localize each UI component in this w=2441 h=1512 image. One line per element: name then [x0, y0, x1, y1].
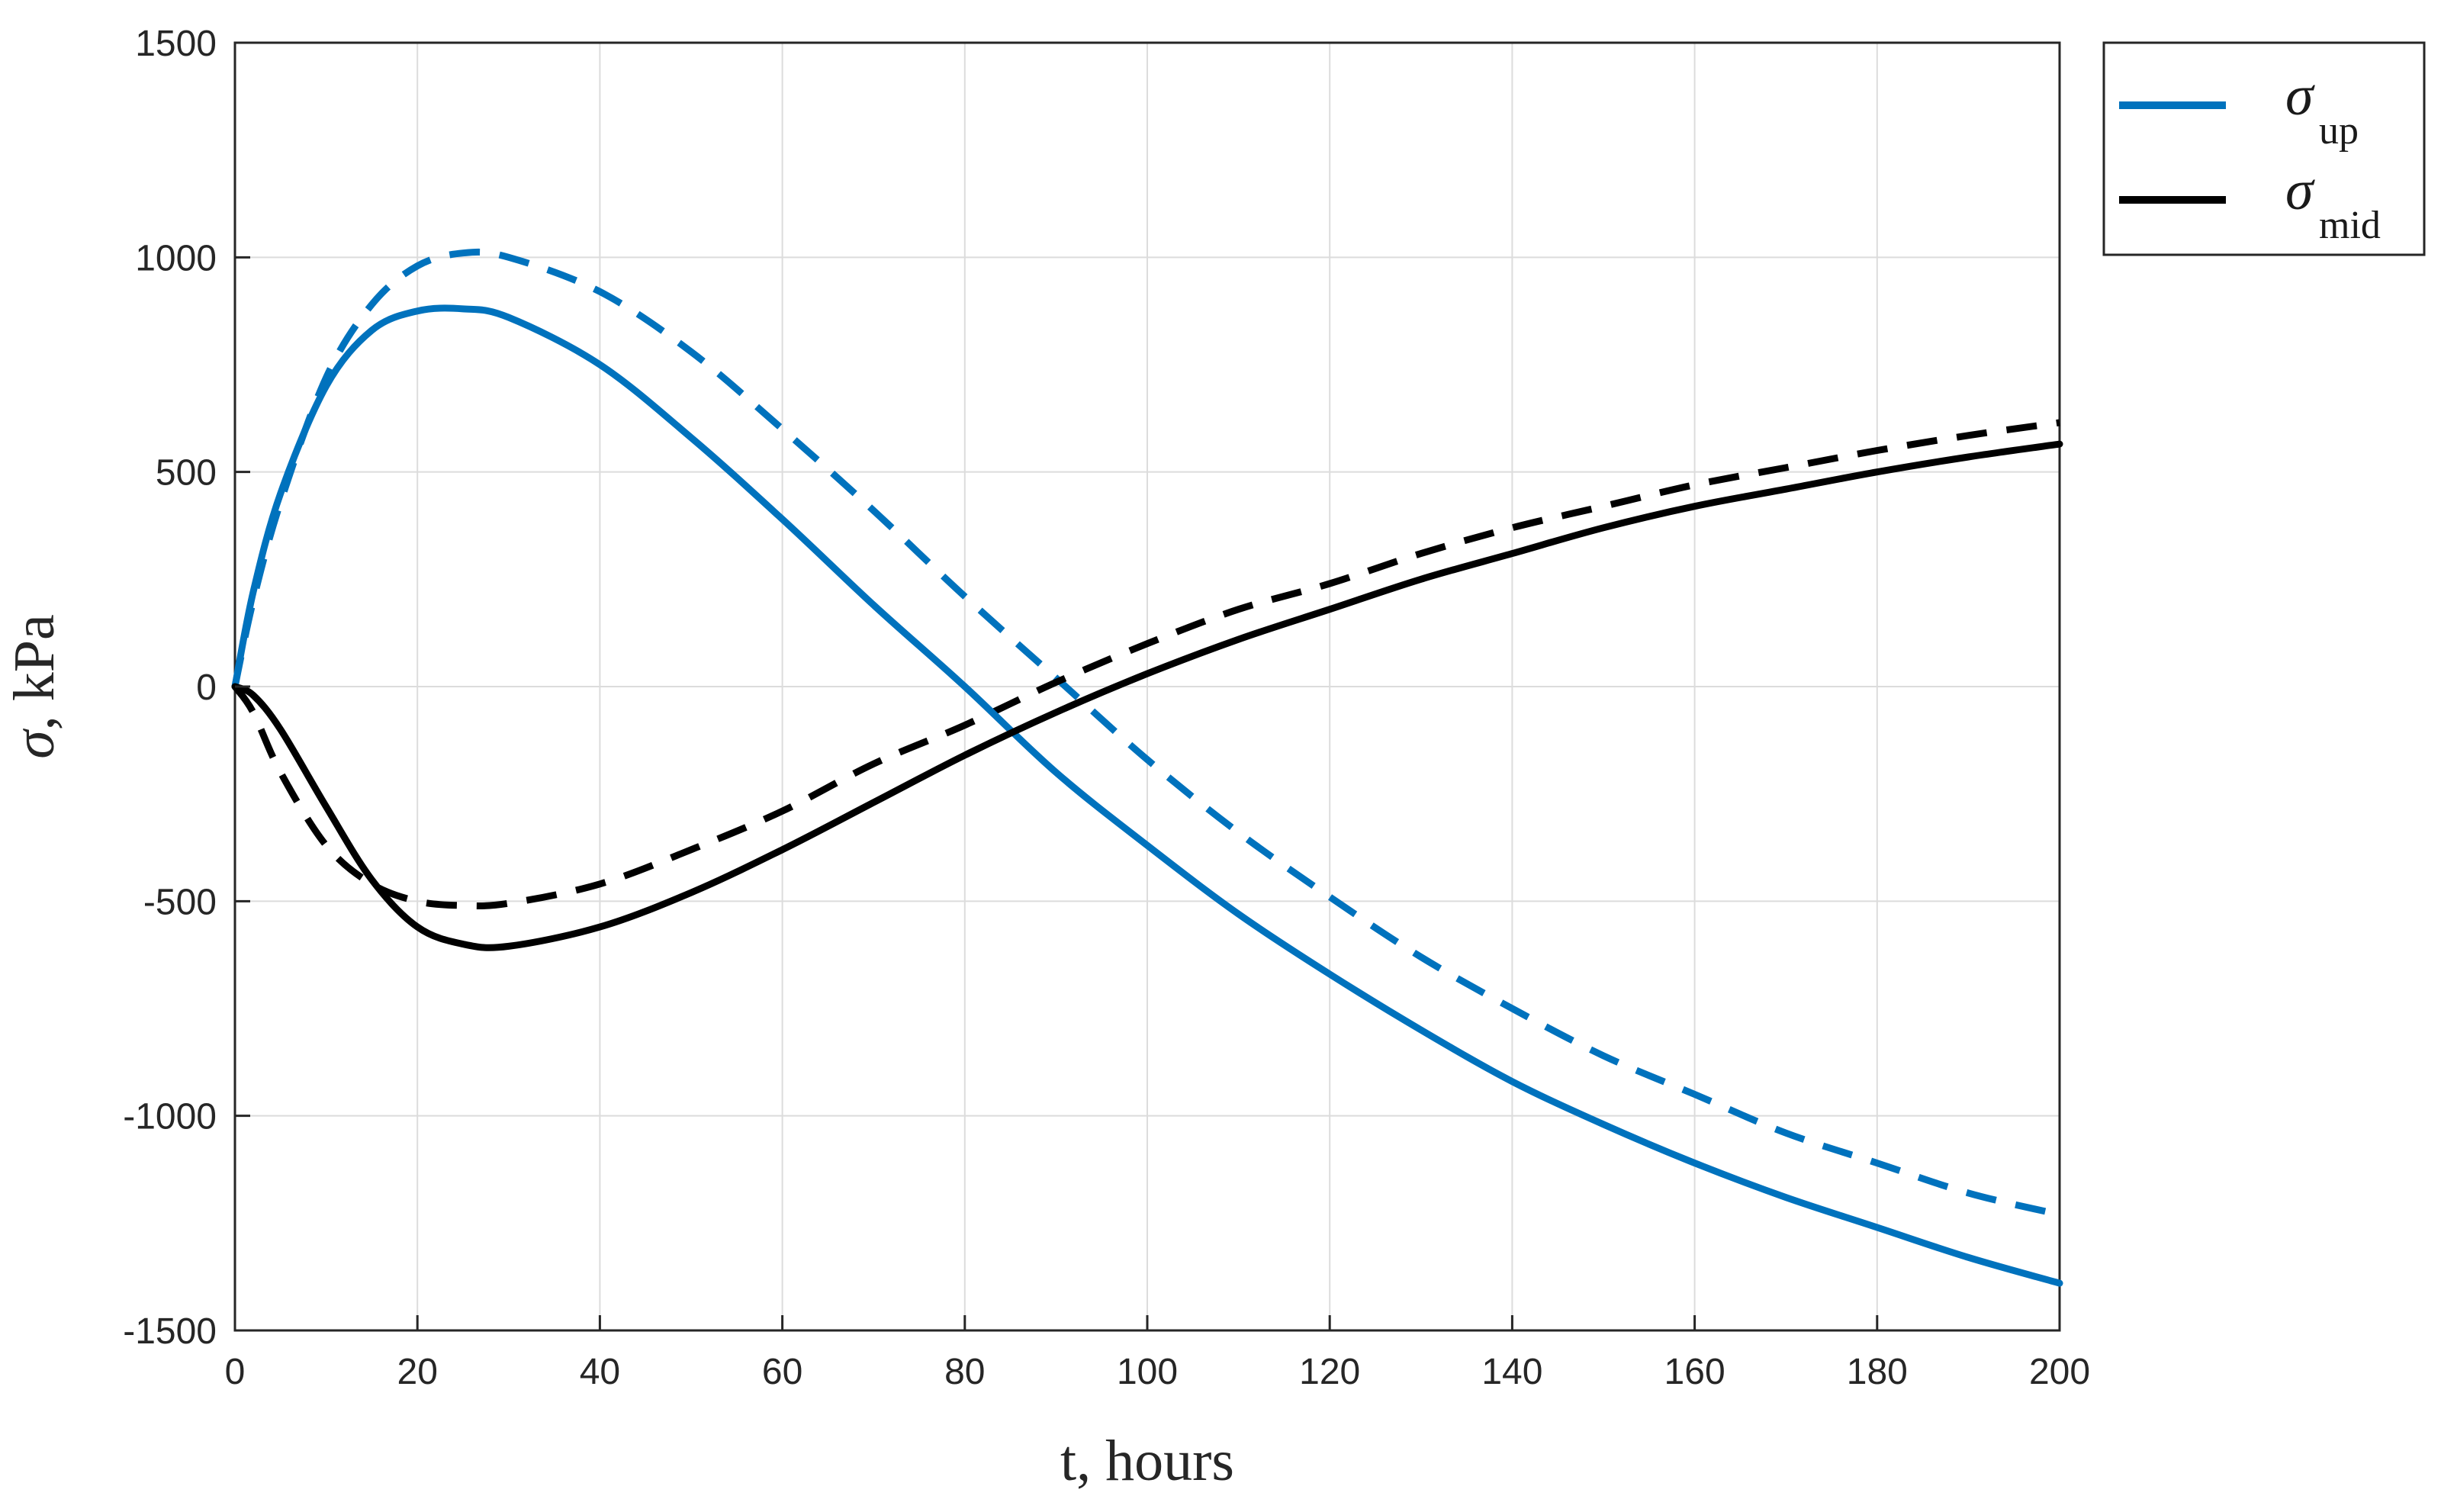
x-tick-label: 120 — [1299, 1352, 1360, 1392]
y-tick-label: -500 — [143, 882, 217, 922]
series-line-up-dashed — [231, 248, 2061, 1218]
x-tick-label: 80 — [944, 1352, 985, 1392]
legend-label-sigma-up-subscript: up — [2319, 109, 2359, 153]
series-line-up-solid — [231, 304, 2063, 1287]
x-tick-label: 40 — [580, 1352, 620, 1392]
x-tick-label: 60 — [762, 1352, 802, 1392]
legend-label-sigma-mid-subscript: mid — [2319, 204, 2381, 247]
series-line-mid-dashed — [232, 419, 2060, 909]
x-axis-label: t, hours — [1060, 1429, 1234, 1493]
x-tick-label: 0 — [225, 1352, 246, 1392]
axis-ticks: 0 20 40 60 80 100 120 140 160 180 200 -1500 -1000 -50… — [123, 24, 2090, 1392]
y-tick-label: -1500 — [123, 1311, 217, 1352]
x-tick-label: 200 — [2029, 1352, 2090, 1392]
y-tick-label: 0 — [196, 668, 217, 708]
y-axis-label-unit: , kPa — [2, 614, 66, 730]
y-tick-label: 500 — [156, 453, 217, 494]
x-tick-label: 20 — [397, 1352, 438, 1392]
legend-label-sigma-mid-symbol: σ — [2285, 159, 2315, 222]
series-line-mid-solid — [231, 440, 2063, 951]
y-tick-label: -1000 — [123, 1097, 217, 1137]
y-tick-label: 1500 — [135, 24, 217, 64]
series-lines — [231, 248, 2063, 1287]
y-axis-label-symbol: σ — [2, 729, 66, 759]
x-tick-label: 180 — [1847, 1352, 1908, 1392]
y-axis-label: σ, kPa — [2, 614, 66, 758]
x-tick-label: 140 — [1481, 1352, 1542, 1392]
x-tick-label: 100 — [1117, 1352, 1178, 1392]
legend: σ up σ mid — [2102, 41, 2426, 256]
legend-box — [2102, 41, 2426, 256]
legend-label-sigma-up-symbol: σ — [2285, 65, 2315, 127]
x-tick-label: 160 — [1664, 1352, 1725, 1392]
y-tick-label: 1000 — [135, 238, 217, 278]
